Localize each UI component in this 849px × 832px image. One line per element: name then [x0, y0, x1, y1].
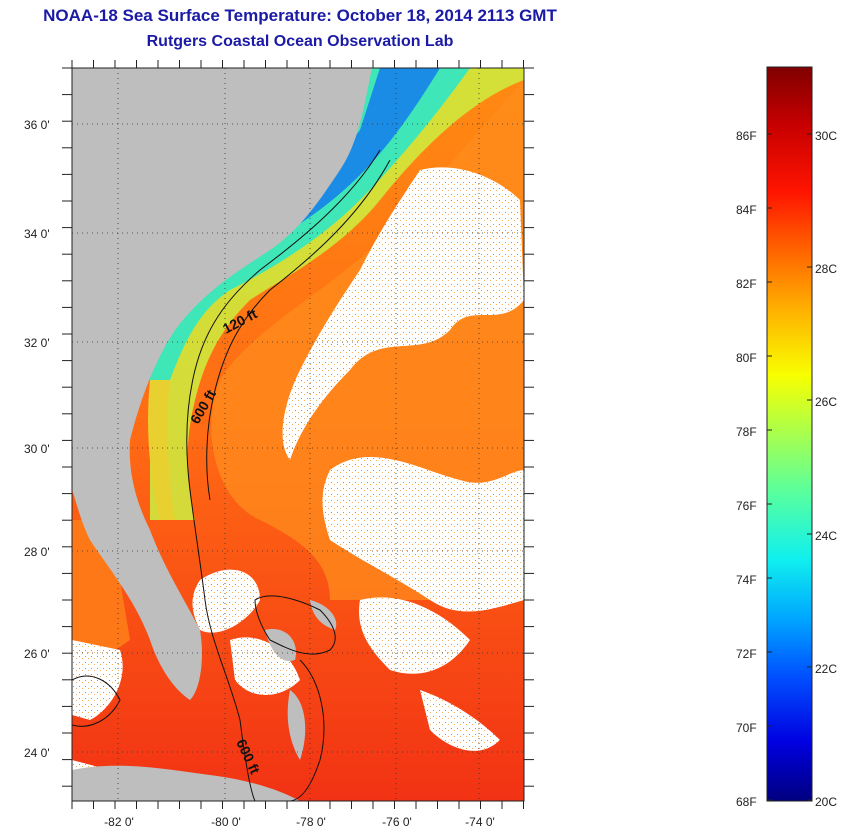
lat-label: 34 0' — [24, 227, 50, 241]
colorbar-c-label: 28C — [815, 262, 838, 276]
colorbar-f-label: 78F — [736, 425, 757, 439]
colorbar-f-label: 86F — [736, 129, 757, 143]
colorbar-f-label: 70F — [736, 721, 757, 735]
lat-label: 32 0' — [24, 336, 50, 350]
lat-label: 24 0' — [24, 746, 50, 760]
colorbar-c-label: 26C — [815, 395, 838, 409]
map-subtitle: Rutgers Coastal Ocean Observation Lab — [146, 33, 454, 50]
lon-label: -78 0' — [296, 815, 326, 829]
map-title: NOAA-18 Sea Surface Temperature: October… — [43, 6, 557, 25]
lat-label: 30 0' — [24, 442, 50, 456]
bathymetry-contours — [72, 149, 391, 801]
lon-label: -82 0' — [104, 815, 134, 829]
colorbar-f-label: 84F — [736, 203, 757, 217]
colorbar-f-label: 72F — [736, 647, 757, 661]
land-mainland — [72, 68, 372, 700]
colorbar-f-label: 76F — [736, 499, 757, 513]
colorbar-c-label: 20C — [815, 795, 838, 809]
lat-label: 36 0' — [24, 118, 50, 132]
lon-label: -76 0' — [382, 815, 412, 829]
colorbar-c-label: 24C — [815, 529, 838, 543]
colorbar-f-label: 82F — [736, 277, 757, 291]
lon-label: -74 0' — [465, 815, 495, 829]
colorbar — [766, 66, 813, 802]
axis-ticks — [62, 60, 534, 809]
colorbar-c-label: 22C — [815, 662, 838, 676]
florida-shelf-water — [148, 380, 175, 520]
colorbar-f-label: 74F — [736, 573, 757, 587]
map-frame — [71, 67, 525, 802]
land-cuba — [72, 765, 300, 801]
lat-label: 26 0' — [24, 647, 50, 661]
colorbar-f-label: 68F — [736, 795, 757, 809]
colorbar-c-label: 30C — [815, 129, 838, 143]
lon-label: -80 0' — [211, 815, 241, 829]
colorbar-f-label: 80F — [736, 351, 757, 365]
lat-label: 28 0' — [24, 545, 50, 559]
colorbar-ticks — [767, 133, 812, 801]
graticule — [72, 68, 524, 801]
